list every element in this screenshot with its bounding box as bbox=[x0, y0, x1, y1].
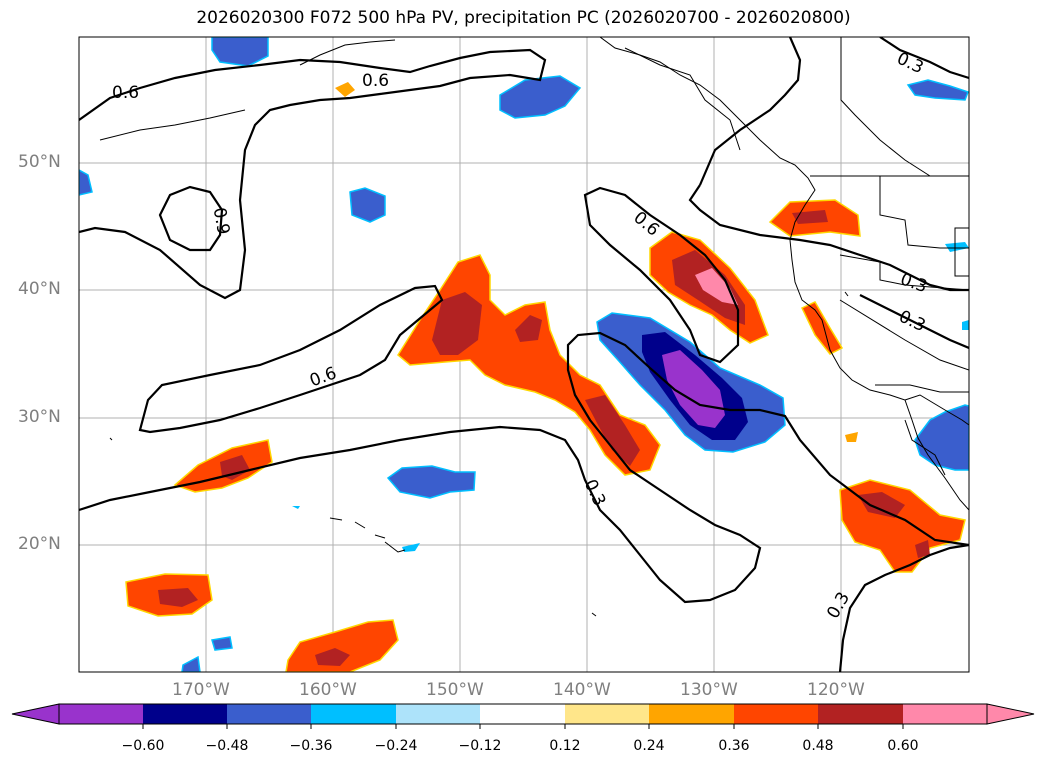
colorbar-tick-label: 0.60 bbox=[887, 738, 919, 754]
contour-label: 0.9 bbox=[209, 206, 233, 236]
map-title: 2026020300 F072 500 hPa PV, precipitatio… bbox=[196, 8, 851, 28]
lat-label: 50°N bbox=[18, 152, 61, 172]
negative-anomaly-patches bbox=[79, 37, 969, 672]
colorbar-extend-min bbox=[11, 703, 60, 725]
pv-contour-0.6-north bbox=[79, 48, 547, 300]
colorbar-tick-label: −0.12 bbox=[458, 738, 502, 754]
pv-contour-0.3-east bbox=[698, 37, 802, 186]
lon-label: 130°W bbox=[680, 680, 738, 700]
lon-label: 140°W bbox=[553, 680, 611, 700]
lon-label: 150°W bbox=[426, 680, 484, 700]
pv-contour-0.3-south bbox=[838, 543, 969, 672]
colorbar-tick-label: −0.60 bbox=[121, 738, 165, 754]
colorbar-extend-max bbox=[986, 703, 1035, 725]
coastlines bbox=[99, 37, 969, 617]
pv-contour-0.9 bbox=[158, 185, 224, 252]
contour-label: 0.6 bbox=[362, 71, 389, 91]
contour-label: 0.6 bbox=[112, 83, 139, 103]
colorbar-tick-label: 0.12 bbox=[549, 738, 581, 754]
lat-label: 20°N bbox=[18, 534, 61, 554]
pv-contour-0.6-northeast bbox=[583, 186, 740, 364]
lon-label: 160°W bbox=[299, 680, 357, 700]
colorbar-tick-label: −0.48 bbox=[205, 738, 249, 754]
colorbar-tick-label: 0.48 bbox=[802, 738, 834, 754]
pv-contour-0.3-main bbox=[79, 331, 969, 604]
lon-label: 170°W bbox=[172, 680, 230, 700]
colorbar-tick-label: −0.24 bbox=[374, 738, 418, 754]
lat-label: 40°N bbox=[18, 279, 61, 299]
lon-label: 120°W bbox=[807, 680, 865, 700]
colorbar-tick-label: 0.36 bbox=[718, 738, 750, 754]
pv-contour-0.6-central bbox=[138, 284, 444, 434]
colorbar-tick-label: 0.24 bbox=[633, 738, 665, 754]
pv-contours bbox=[79, 37, 969, 672]
map-border bbox=[78, 36, 970, 673]
colorbar bbox=[11, 703, 1035, 729]
lat-label: 30°N bbox=[18, 407, 61, 427]
colorbar-tick-label: −0.36 bbox=[289, 738, 333, 754]
